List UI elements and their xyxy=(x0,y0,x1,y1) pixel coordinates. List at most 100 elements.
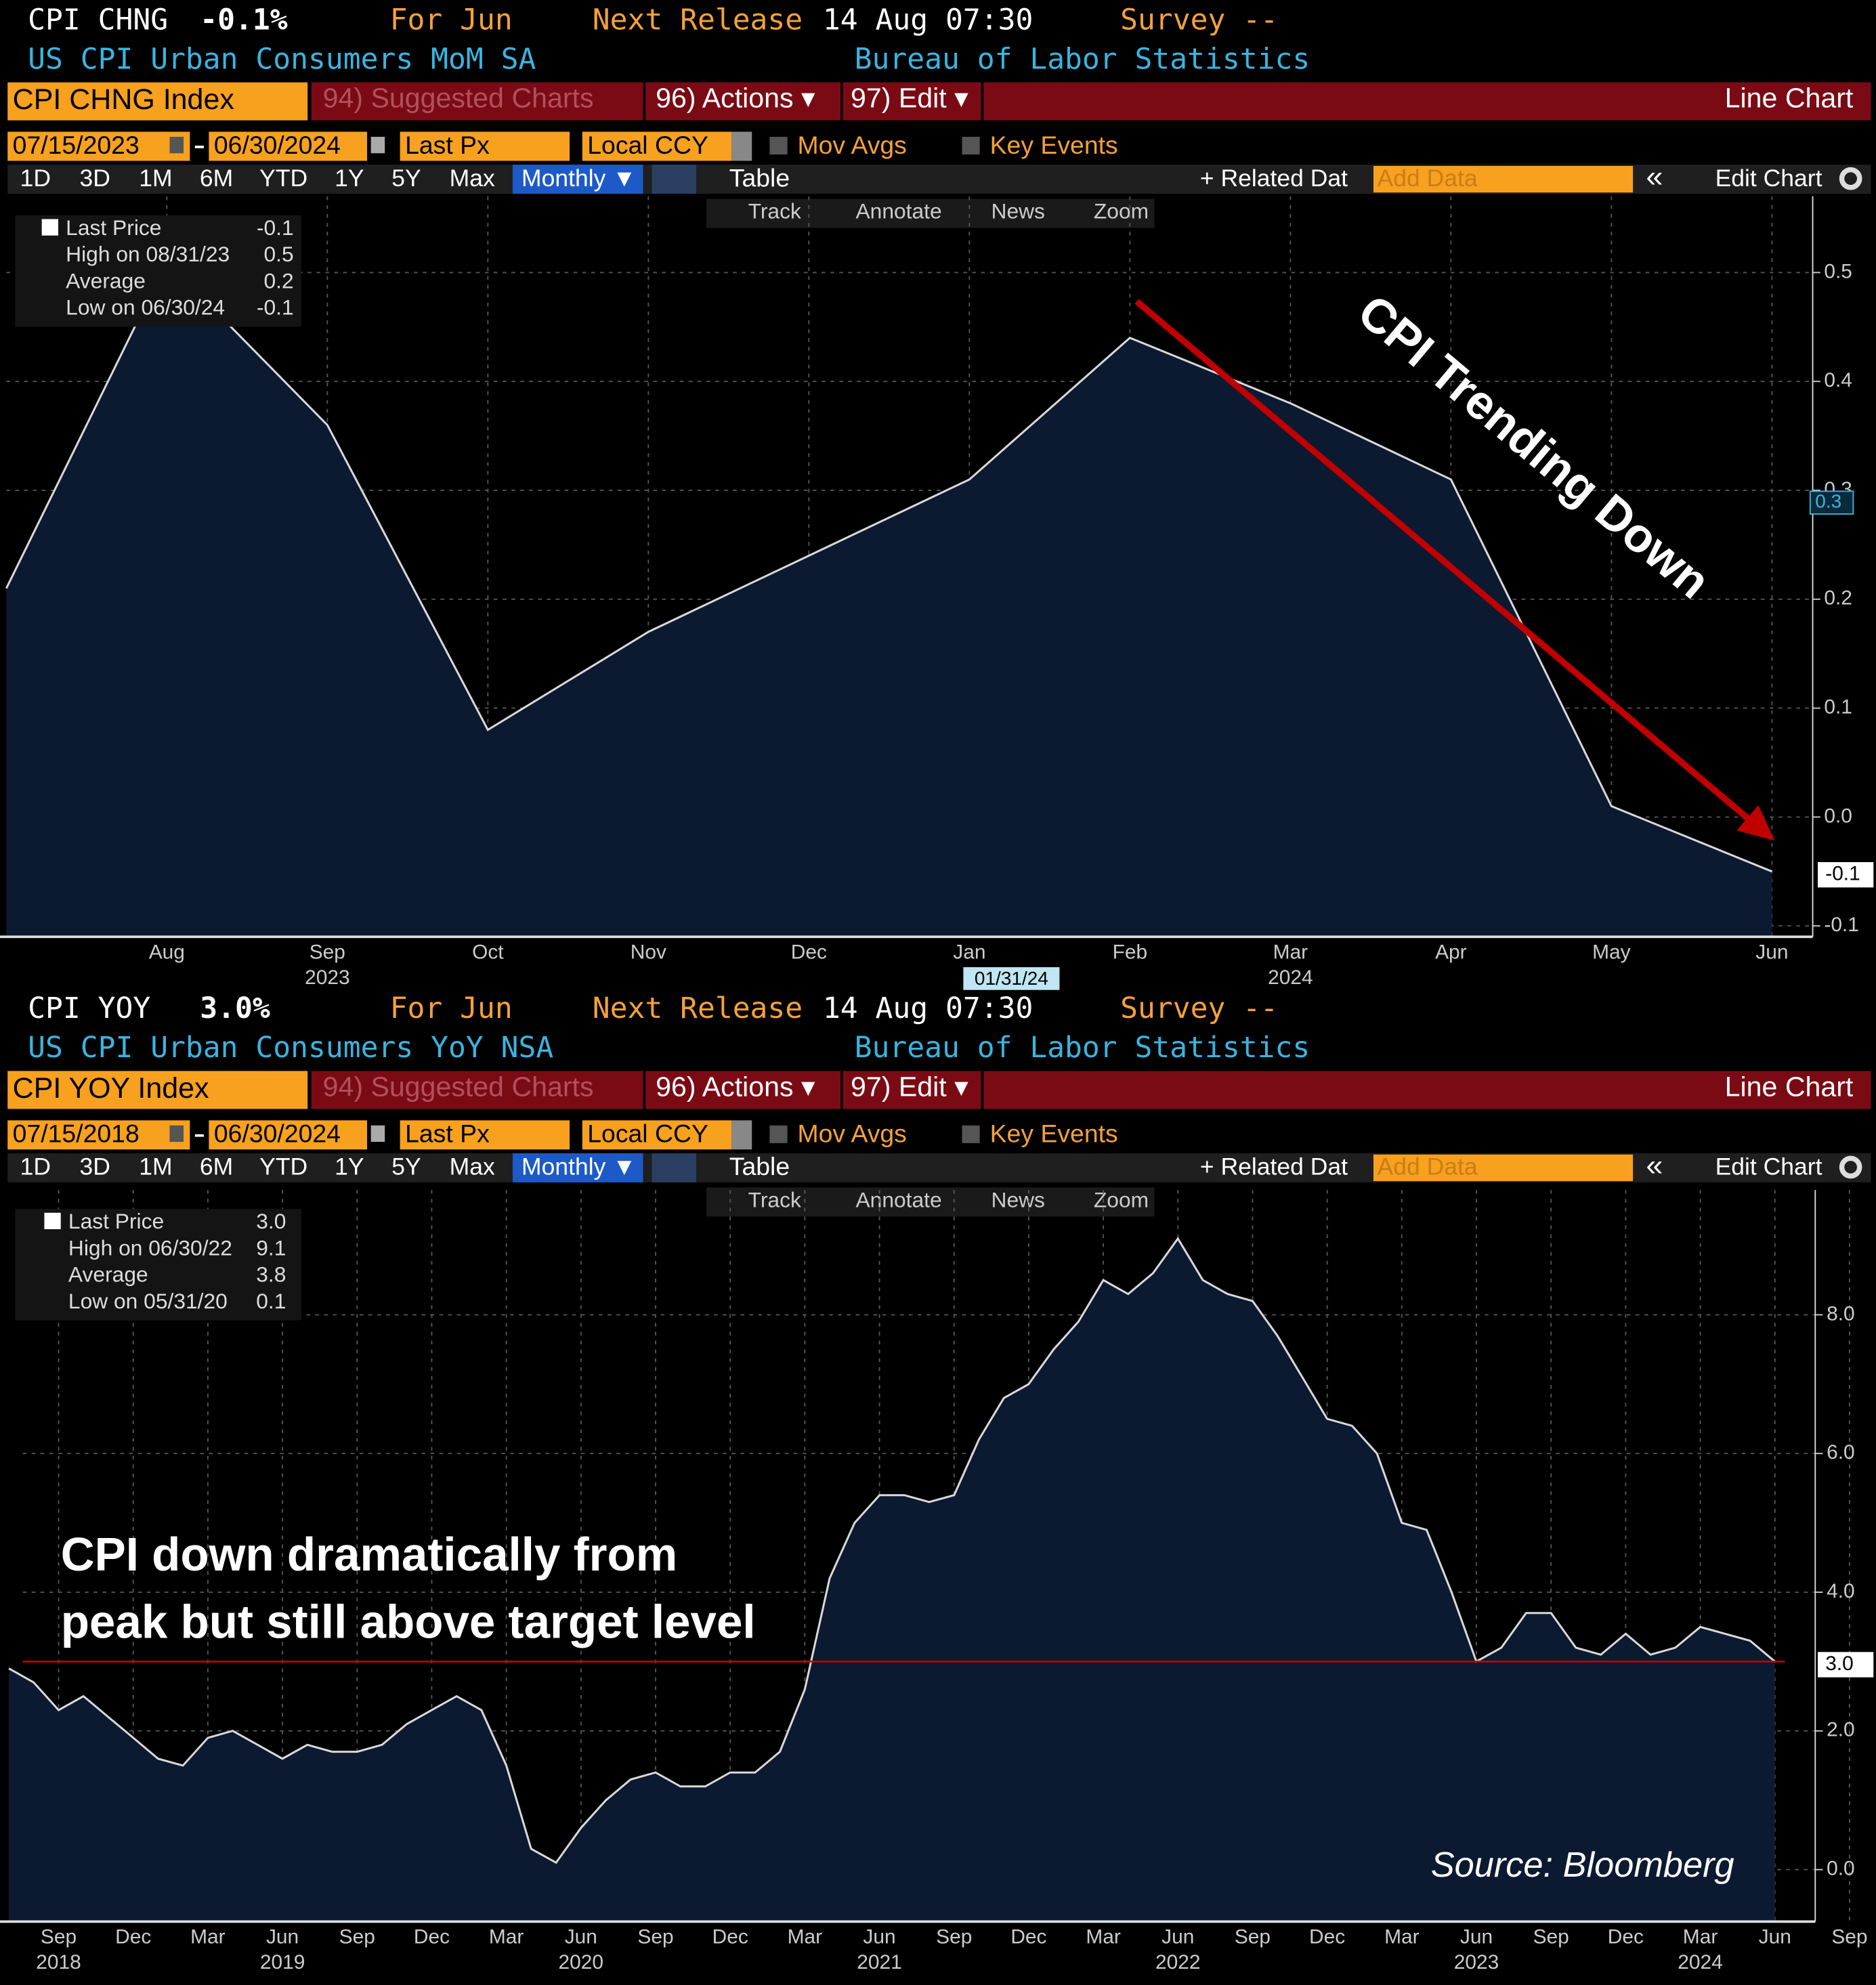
frequency-box[interactable] xyxy=(512,165,643,194)
add-data[interactable]: Add Data xyxy=(1378,1153,1478,1180)
period-button[interactable]: 3D xyxy=(79,165,110,192)
x-tick-label: Mar xyxy=(1086,1926,1121,1948)
last-value: -0.1% xyxy=(200,3,287,37)
checkbox[interactable] xyxy=(962,136,980,155)
x-tick-label: Nov xyxy=(631,941,666,963)
end-date[interactable]: 06/30/2024 xyxy=(214,131,341,159)
x-tick-label: Sep xyxy=(41,1926,77,1948)
legend-value: 9.1 xyxy=(256,1235,286,1260)
date-box xyxy=(7,1120,190,1150)
period-button[interactable]: 1M xyxy=(139,165,172,192)
checkbox[interactable] xyxy=(962,1125,980,1143)
chart-tool[interactable]: Annotate xyxy=(856,199,942,223)
actions-menu[interactable]: 96) Actions ▾ xyxy=(656,1071,815,1102)
currency-box xyxy=(582,1120,732,1150)
settings-icon[interactable] xyxy=(1839,1155,1862,1179)
x-year-label: 2019 xyxy=(260,1951,305,1973)
x-tick-label: Mar xyxy=(489,1926,524,1948)
legend-value: -0.1 xyxy=(257,215,294,240)
key-events[interactable]: Key Events xyxy=(990,131,1118,159)
legend-label: Average xyxy=(66,268,146,293)
x-tick-label: Dec xyxy=(115,1926,151,1948)
mov-avgs[interactable]: Mov Avgs xyxy=(798,1119,907,1148)
period-button[interactable]: 1D xyxy=(20,165,51,192)
collapse[interactable]: « xyxy=(1646,159,1663,194)
next-release: Next Release xyxy=(593,991,803,1025)
chart-type-icon[interactable] xyxy=(652,1153,697,1182)
x-tick-label: Dec xyxy=(414,1926,450,1948)
field[interactable]: Last Px xyxy=(405,1119,490,1148)
release-date: 14 Aug 07:30 xyxy=(823,991,1033,1025)
key-events[interactable]: Key Events xyxy=(990,1119,1118,1148)
field[interactable]: Last Px xyxy=(405,131,490,159)
period-button[interactable]: Max xyxy=(450,165,495,192)
add-data[interactable]: Add Data xyxy=(1378,165,1478,192)
period-button[interactable]: 5Y xyxy=(391,165,421,192)
related-data[interactable]: + Related Dat xyxy=(1200,1153,1348,1180)
x-tick-label: Dec xyxy=(1608,1926,1644,1948)
suggested-charts[interactable]: 94) Suggested Charts xyxy=(323,1071,594,1102)
legend-label: Last Price xyxy=(68,1209,164,1233)
date-box xyxy=(209,1120,368,1150)
add-data-box[interactable] xyxy=(1373,165,1634,193)
chart-tool[interactable]: Track xyxy=(748,1187,801,1212)
chart-kind[interactable]: Line Chart xyxy=(1725,83,1854,114)
currency[interactable]: Local CCY xyxy=(587,1119,708,1148)
y-tick-label: 0.0 xyxy=(1827,1858,1855,1880)
mov-avgs[interactable]: Mov Avgs xyxy=(798,131,907,159)
start-date[interactable]: 07/15/2018 xyxy=(13,1119,140,1148)
period-button[interactable]: 1Y xyxy=(335,165,364,192)
period-button[interactable]: 6M xyxy=(200,165,233,192)
add-data-box[interactable] xyxy=(1373,1154,1634,1181)
chart-tool[interactable]: News xyxy=(992,1187,1045,1212)
chart-tool[interactable]: Zoom xyxy=(1094,199,1149,223)
x-year-label: 2023 xyxy=(305,966,349,989)
date-box xyxy=(7,131,190,161)
field-box xyxy=(400,131,570,161)
period-button[interactable]: 6M xyxy=(200,1153,233,1180)
index-box xyxy=(7,1071,308,1109)
x-tick-label: Dec xyxy=(1010,1926,1046,1948)
table-button[interactable]: Table xyxy=(729,163,790,192)
edit-menu[interactable]: 97) Edit ▾ xyxy=(851,83,968,114)
table-button[interactable]: Table xyxy=(729,1152,790,1180)
chart-tool[interactable]: Track xyxy=(748,199,801,223)
checkbox[interactable] xyxy=(769,1125,788,1143)
frequency[interactable]: Monthly ▼ xyxy=(521,165,636,192)
actions-menu[interactable]: 96) Actions ▾ xyxy=(656,83,815,114)
x-tick-label: Sep xyxy=(936,1926,972,1948)
related-data[interactable]: + Related Dat xyxy=(1200,165,1348,192)
settings-icon[interactable] xyxy=(1839,167,1862,190)
period-button[interactable]: 1M xyxy=(139,1153,172,1180)
period-button[interactable]: 1Y xyxy=(335,1153,364,1180)
period-button[interactable]: 3D xyxy=(79,1153,110,1180)
start-date[interactable]: 07/15/2023 xyxy=(13,131,140,159)
frequency-box[interactable] xyxy=(512,1153,643,1182)
marker-box xyxy=(1809,490,1854,515)
chart-tool[interactable]: Annotate xyxy=(856,1187,942,1212)
suggested-charts[interactable]: 94) Suggested Charts xyxy=(323,83,594,114)
release-date: 14 Aug 07:30 xyxy=(823,3,1033,37)
chart-kind[interactable]: Line Chart xyxy=(1725,1071,1854,1102)
legend-label: Last Price xyxy=(66,215,161,240)
edit-chart[interactable]: Edit Chart xyxy=(1715,1153,1822,1180)
period-button[interactable]: YTD xyxy=(259,165,307,192)
period-button[interactable]: Max xyxy=(450,1153,495,1180)
checkbox[interactable] xyxy=(769,136,788,155)
for-period: For Jun xyxy=(390,3,513,37)
annotation: peak but still above target level xyxy=(61,1595,756,1648)
chart-tool[interactable]: Zoom xyxy=(1094,1187,1149,1212)
collapse[interactable]: « xyxy=(1646,1147,1663,1182)
x-year-label: 2020 xyxy=(559,1951,604,1973)
y-tick-label: 0.2 xyxy=(1824,587,1852,610)
end-date[interactable]: 06/30/2024 xyxy=(214,1119,341,1148)
chart-type-icon[interactable] xyxy=(652,165,697,194)
period-button[interactable]: 5Y xyxy=(391,1153,421,1180)
period-button[interactable]: 1D xyxy=(20,1153,51,1180)
currency[interactable]: Local CCY xyxy=(587,131,708,159)
chart-tool[interactable]: News xyxy=(992,199,1045,223)
edit-chart[interactable]: Edit Chart xyxy=(1715,165,1822,192)
edit-menu[interactable]: 97) Edit ▾ xyxy=(851,1071,968,1102)
period-button[interactable]: YTD xyxy=(259,1153,307,1180)
frequency[interactable]: Monthly ▼ xyxy=(521,1153,636,1180)
